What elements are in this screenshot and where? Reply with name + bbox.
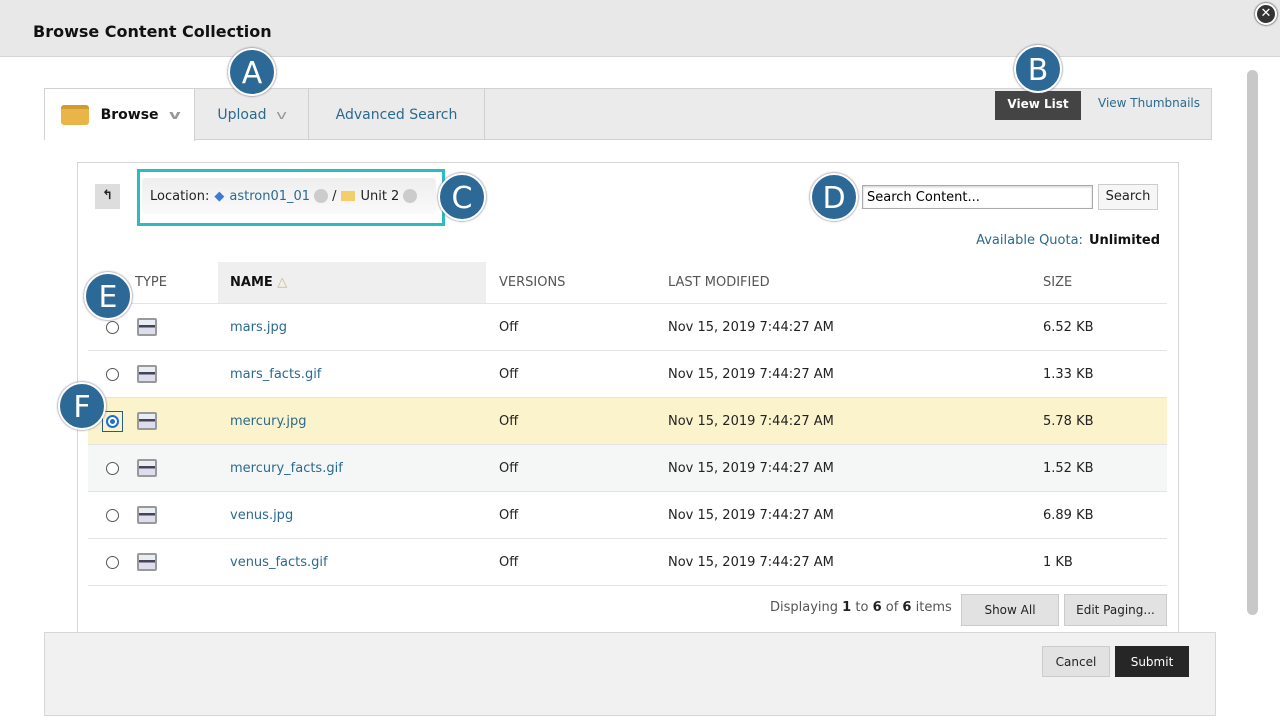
callout-e: E bbox=[84, 272, 132, 320]
folder-icon bbox=[341, 191, 356, 201]
size-cell: 5.78 KB bbox=[1043, 414, 1094, 429]
submit-button[interactable]: Submit bbox=[1115, 646, 1189, 677]
callout-c: C bbox=[438, 173, 486, 221]
table-row[interactable]: venus.jpg Off Nov 15, 2019 7:44:27 AM 6.89 … bbox=[88, 492, 1167, 539]
size-cell: 1 KB bbox=[1043, 555, 1073, 570]
tab-browse[interactable]: Browse v bbox=[45, 89, 195, 141]
chevron-down-icon: v bbox=[276, 107, 288, 122]
callout-a: A bbox=[228, 48, 276, 96]
table-row[interactable]: mars.jpg Off Nov 15, 2019 7:44:27 AM 6.52 K… bbox=[88, 304, 1167, 351]
column-size: SIZE bbox=[1043, 275, 1073, 290]
image-file-icon bbox=[137, 318, 157, 336]
callout-d: D bbox=[810, 173, 858, 221]
column-name-label: NAME bbox=[230, 275, 273, 290]
up-folder-icon[interactable]: ↰ bbox=[95, 184, 120, 209]
file-name-link[interactable]: mercury_facts.gif bbox=[230, 461, 343, 476]
size-cell: 1.52 KB bbox=[1043, 461, 1094, 476]
breadcrumb-separator: / bbox=[332, 188, 337, 204]
chevron-down-icon[interactable] bbox=[314, 189, 329, 203]
table-row[interactable]: mercury_facts.gif Off Nov 15, 2019 7:44:27… bbox=[88, 445, 1167, 492]
quota-value: Unlimited bbox=[1088, 233, 1160, 248]
versions-cell: Off bbox=[499, 555, 519, 570]
file-name-link[interactable]: mars_facts.gif bbox=[230, 367, 322, 382]
size-cell: 6.89 KB bbox=[1043, 508, 1094, 523]
cancel-button[interactable]: Cancel bbox=[1042, 646, 1110, 677]
image-file-icon bbox=[137, 553, 157, 571]
size-cell: 1.33 KB bbox=[1043, 367, 1094, 382]
modified-cell: Nov 15, 2019 7:44:27 AM bbox=[668, 320, 834, 335]
sort-ascending-icon: △ bbox=[277, 275, 288, 290]
close-icon[interactable]: ✕ bbox=[1255, 3, 1277, 25]
versions-cell: Off bbox=[499, 461, 519, 476]
file-name-link[interactable]: mercury.jpg bbox=[230, 414, 307, 429]
available-quota: Available Quota: Unlimited bbox=[976, 233, 1160, 248]
view-thumbnails-link[interactable]: View Thumbnails bbox=[1098, 96, 1201, 110]
quota-label: Available Quota: bbox=[976, 233, 1083, 248]
callout-f: F bbox=[58, 382, 106, 430]
versions-cell: Off bbox=[499, 414, 519, 429]
callout-b: B bbox=[1014, 45, 1062, 93]
versions-cell: Off bbox=[499, 367, 519, 382]
tab-upload[interactable]: Upload v bbox=[195, 89, 309, 140]
edit-paging-button[interactable]: Edit Paging... bbox=[1064, 594, 1167, 626]
table-row[interactable]: mercury.jpg Off Nov 15, 2019 7:44:27 AM 5.7… bbox=[88, 398, 1167, 445]
focus-outline bbox=[102, 411, 123, 432]
breadcrumb-folder[interactable]: Unit 2 bbox=[360, 188, 400, 204]
image-file-icon bbox=[137, 412, 157, 430]
course-icon: ◆ bbox=[214, 188, 225, 204]
show-all-button[interactable]: Show All bbox=[961, 594, 1059, 626]
modified-cell: Nov 15, 2019 7:44:27 AM bbox=[668, 461, 834, 476]
folder-icon bbox=[60, 105, 89, 125]
tab-label: Upload bbox=[217, 106, 267, 123]
breadcrumb-course[interactable]: astron01_01 bbox=[229, 188, 311, 204]
location-label: Location: bbox=[150, 188, 210, 204]
modified-cell: Nov 15, 2019 7:44:27 AM bbox=[668, 367, 834, 382]
column-name[interactable]: NAME △ bbox=[218, 262, 486, 304]
search-input[interactable] bbox=[862, 185, 1093, 209]
scrollbar[interactable] bbox=[1247, 70, 1258, 615]
column-last-modified: LAST MODIFIED bbox=[668, 275, 770, 290]
image-file-icon bbox=[137, 506, 157, 524]
select-radio[interactable] bbox=[106, 321, 119, 334]
image-file-icon bbox=[137, 459, 157, 477]
select-radio[interactable] bbox=[106, 462, 119, 475]
paging-summary: Displaying 1 to 6 of 6 items bbox=[770, 600, 952, 615]
select-radio[interactable] bbox=[106, 556, 119, 569]
modified-cell: Nov 15, 2019 7:44:27 AM bbox=[668, 555, 834, 570]
versions-cell: Off bbox=[499, 320, 519, 335]
versions-cell: Off bbox=[499, 508, 519, 523]
modified-cell: Nov 15, 2019 7:44:27 AM bbox=[668, 508, 834, 523]
dialog-title: Browse Content Collection bbox=[33, 22, 272, 41]
select-radio[interactable] bbox=[106, 415, 119, 428]
table-row[interactable]: venus_facts.gif Off Nov 15, 2019 7:44:27 A… bbox=[88, 539, 1167, 586]
select-radio[interactable] bbox=[106, 368, 119, 381]
file-name-link[interactable]: venus.jpg bbox=[230, 508, 294, 523]
chevron-down-icon[interactable] bbox=[403, 189, 418, 203]
image-file-icon bbox=[137, 365, 157, 383]
column-versions: VERSIONS bbox=[499, 275, 566, 290]
tab-advanced-search[interactable]: Advanced Search bbox=[309, 89, 485, 140]
chevron-down-icon: v bbox=[168, 108, 181, 122]
dialog-header: Browse Content Collection bbox=[0, 0, 1280, 57]
tab-label: Advanced Search bbox=[335, 106, 458, 123]
column-type: TYPE bbox=[135, 275, 167, 290]
select-radio[interactable] bbox=[106, 509, 119, 522]
size-cell: 6.52 KB bbox=[1043, 320, 1094, 335]
file-name-link[interactable]: venus_facts.gif bbox=[230, 555, 328, 570]
table-row[interactable]: mars_facts.gif Off Nov 15, 2019 7:44:27 AM… bbox=[88, 351, 1167, 398]
view-list-button[interactable]: View List bbox=[995, 91, 1081, 120]
search-button[interactable]: Search bbox=[1098, 184, 1158, 210]
dialog-footer bbox=[44, 632, 1216, 716]
file-name-link[interactable]: mars.jpg bbox=[230, 320, 287, 335]
tab-label: Browse bbox=[100, 107, 159, 123]
modified-cell: Nov 15, 2019 7:44:27 AM bbox=[668, 414, 834, 429]
location-breadcrumb: Location: ◆ astron01_01 / Unit 2 bbox=[137, 169, 445, 226]
